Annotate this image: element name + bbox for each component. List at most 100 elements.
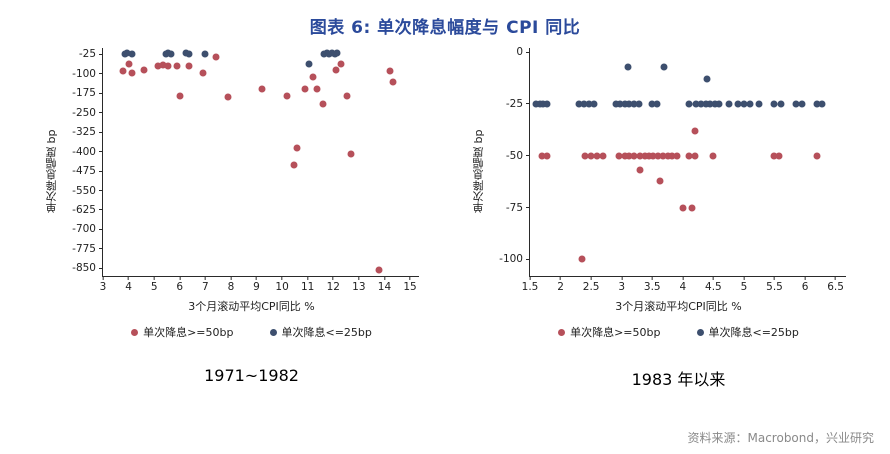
- x-tick-label: 11: [301, 281, 315, 293]
- data-point: [818, 100, 826, 108]
- data-point: [375, 266, 383, 274]
- y-tick-mark: [526, 155, 530, 157]
- y-tick-label: -775: [72, 242, 96, 255]
- x-tick-label: 2.5: [582, 281, 600, 293]
- data-point: [630, 152, 638, 160]
- y-tick-label: -700: [72, 223, 96, 236]
- data-point: [159, 61, 167, 69]
- data-point: [258, 85, 266, 93]
- data-point: [337, 60, 345, 68]
- chart-core: 单次降息幅度 bp -25 -100 -175 -250 -325 -400 -475 -55…: [44, 48, 419, 294]
- y-tick-label: -25: [505, 97, 523, 110]
- data-point: [532, 100, 540, 108]
- x-tick-label: 5.5: [766, 281, 783, 293]
- y-tick: -325: [72, 126, 103, 138]
- x-tick-label: 5: [740, 281, 748, 293]
- data-point: [813, 152, 821, 160]
- legend-label: 单次降息<=25bp: [708, 326, 799, 339]
- data-point: [585, 100, 593, 108]
- data-point: [659, 152, 667, 160]
- legend-dot-red: [131, 328, 139, 336]
- y-tick-mark: [99, 73, 103, 75]
- x-tick: 5.5: [766, 276, 783, 293]
- data-point: [775, 152, 783, 160]
- data-point: [590, 100, 598, 108]
- data-point: [813, 100, 821, 108]
- data-point: [128, 50, 136, 58]
- x-tick: 6: [176, 276, 183, 293]
- data-point: [691, 127, 699, 135]
- x-tick-mark: [102, 276, 104, 280]
- y-tick-label: -550: [72, 184, 96, 197]
- data-point: [599, 152, 607, 160]
- data-point: [648, 100, 656, 108]
- data-point: [691, 152, 699, 160]
- data-point: [154, 62, 162, 70]
- y-tick: -175: [72, 87, 103, 99]
- y-axis-label: 单次降息幅度 bp: [472, 129, 485, 213]
- x-tick-label: 8: [227, 281, 235, 293]
- data-point: [645, 152, 653, 160]
- data-point: [185, 62, 193, 70]
- data-point: [185, 50, 193, 58]
- data-point: [386, 67, 394, 75]
- y-tick: -250: [72, 107, 103, 119]
- x-tick-mark: [358, 276, 360, 280]
- data-point: [543, 152, 551, 160]
- x-tick: 4.5: [705, 276, 722, 293]
- data-point: [706, 100, 714, 108]
- data-point: [630, 100, 638, 108]
- x-tick: 4: [125, 276, 132, 293]
- y-tick: -400: [72, 146, 103, 158]
- y-tick-mark: [99, 209, 103, 211]
- data-point: [649, 152, 657, 160]
- data-point: [709, 152, 717, 160]
- y-tick-mark: [526, 207, 530, 209]
- data-point: [201, 50, 209, 58]
- y-tick-mark: [526, 51, 530, 53]
- x-tick-mark: [204, 276, 206, 280]
- data-point: [301, 85, 309, 93]
- data-point: [621, 152, 629, 160]
- y-tick-label: -175: [72, 87, 96, 100]
- y-tick-mark: [99, 170, 103, 172]
- data-point: [293, 144, 301, 152]
- y-tick: -100: [72, 68, 103, 80]
- data-point: [635, 100, 643, 108]
- data-point: [578, 255, 586, 263]
- x-tick: 5: [740, 276, 748, 293]
- data-point: [224, 93, 232, 101]
- y-tick: -75: [506, 202, 530, 214]
- y-tick-mark: [99, 248, 103, 250]
- x-tick-label: 12: [326, 281, 340, 293]
- data-point: [290, 161, 298, 169]
- y-tick-label: -400: [72, 145, 96, 158]
- source-note: 资料来源：Macrobond，兴业研究: [687, 431, 875, 445]
- x-tick-label: 4: [125, 281, 132, 293]
- data-point: [283, 92, 291, 100]
- data-point: [673, 152, 681, 160]
- data-point: [746, 100, 754, 108]
- data-point: [715, 100, 723, 108]
- x-tick: 7: [202, 276, 209, 293]
- legend-item: 单次降息>=50bp: [558, 324, 661, 340]
- x-tick-mark: [383, 276, 385, 280]
- data-point: [641, 152, 649, 160]
- x-tick-label: 5: [150, 281, 158, 293]
- y-tick-label: -325: [72, 126, 96, 139]
- data-point: [309, 73, 317, 80]
- legend-label: 单次降息<=25bp: [281, 326, 372, 339]
- x-tick-label: 9: [253, 281, 260, 293]
- data-point: [668, 152, 676, 160]
- y-tick-label: -250: [72, 106, 96, 119]
- data-point: [332, 66, 340, 74]
- data-point: [740, 100, 748, 108]
- page-title: 图表 6: 单次降息幅度与 CPI 同比: [309, 18, 581, 38]
- chart-since-1983: 单次降息幅度 bp 0 -25 -50 -75 -100 1.5 2 2.5 3 3.5 4 4.5 5…: [471, 46, 846, 390]
- data-point: [176, 92, 184, 100]
- data-point: [660, 63, 668, 71]
- data-point: [770, 100, 778, 108]
- data-point: [624, 63, 632, 71]
- x-tick-mark: [409, 276, 411, 280]
- x-tick: 3: [100, 276, 106, 293]
